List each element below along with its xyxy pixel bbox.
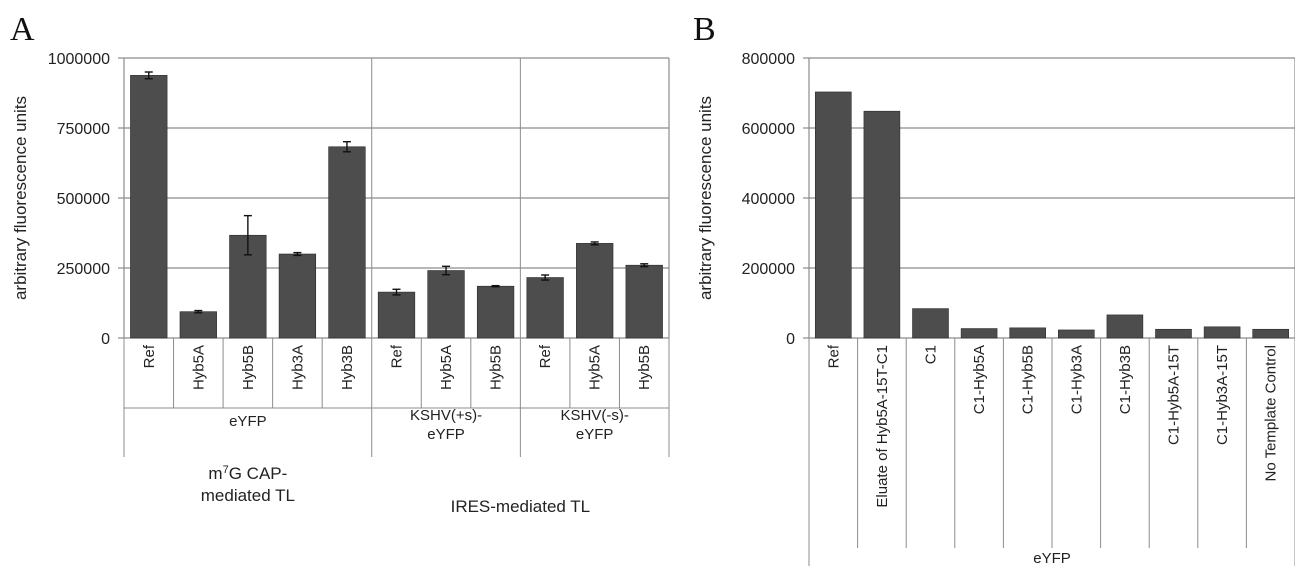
bar (1155, 328, 1192, 339)
y-tick-label: 200000 (742, 261, 795, 278)
category-label: Hyb5A (587, 345, 604, 390)
group-label: eYFP (427, 426, 465, 443)
y-tick-label: 0 (786, 331, 795, 348)
bar (1009, 327, 1046, 339)
group-label: eYFP (1033, 550, 1071, 566)
y-axis-title: arbitrary fluorescence units (11, 96, 30, 300)
category-label: C1-Hyb5A-15T (1166, 345, 1183, 445)
bar (863, 110, 901, 339)
y-tick-label: 600000 (742, 121, 795, 138)
category-label: Hyb5B (240, 345, 257, 390)
bar (960, 328, 998, 339)
bar (912, 308, 949, 339)
category-label: Ref (389, 344, 406, 368)
group-label: KSHV(-s)- (561, 407, 629, 424)
bar (815, 91, 852, 339)
supergroup-label: IRES-mediated TL (451, 497, 591, 516)
category-label: Hyb3A (289, 345, 306, 390)
group-label: KSHV(+s)- (410, 407, 482, 424)
category-label: Hyb5B (488, 345, 505, 390)
category-label: Eluate of Hyb5A-15T-C1 (874, 345, 891, 508)
category-label: Ref (537, 344, 554, 368)
y-tick-label: 500000 (57, 191, 110, 208)
category-label: Ref (141, 344, 158, 368)
bar (1058, 329, 1095, 339)
y-axis-title: arbitrary fluorescence units (696, 96, 715, 300)
category-label: C1-Hyb3B (1117, 345, 1134, 414)
group-label: eYFP (229, 413, 267, 430)
y-tick-label: 800000 (742, 51, 795, 68)
panel-letter: B (693, 11, 716, 48)
bar (526, 277, 564, 339)
panel-letter: A (10, 11, 35, 48)
bar (328, 146, 366, 339)
bar (377, 291, 416, 339)
bar (576, 243, 614, 339)
category-label: Hyb5A (190, 345, 207, 390)
bar (1106, 314, 1144, 339)
bar (130, 75, 168, 339)
y-tick-label: 250000 (57, 261, 110, 278)
bar (179, 311, 217, 339)
bar (476, 285, 515, 339)
category-label: No Template Control (1263, 345, 1280, 481)
category-label: C1-Hyb5B (1020, 345, 1037, 414)
bar (278, 253, 317, 339)
category-label: Hyb5A (438, 345, 455, 390)
y-tick-label: 1000000 (48, 51, 110, 68)
supergroup-label: m7G CAP- (208, 464, 287, 483)
bar (1252, 328, 1289, 339)
group-label: eYFP (576, 426, 614, 443)
y-tick-label: 400000 (742, 191, 795, 208)
category-label: C1-Hyb3A-15T (1214, 345, 1231, 445)
category-label: C1 (923, 345, 940, 364)
y-tick-label: 750000 (57, 121, 110, 138)
bar (625, 264, 663, 339)
category-label: Hyb3B (339, 345, 356, 390)
category-label: Hyb5B (636, 345, 653, 390)
supergroup-label: mediated TL (201, 486, 295, 505)
category-label: Ref (825, 344, 842, 368)
category-label: C1-Hyb5A (971, 345, 988, 414)
y-tick-label: 0 (101, 331, 110, 348)
bar (427, 270, 465, 339)
category-label: C1-Hyb3A (1068, 345, 1085, 414)
bar (1203, 326, 1241, 339)
